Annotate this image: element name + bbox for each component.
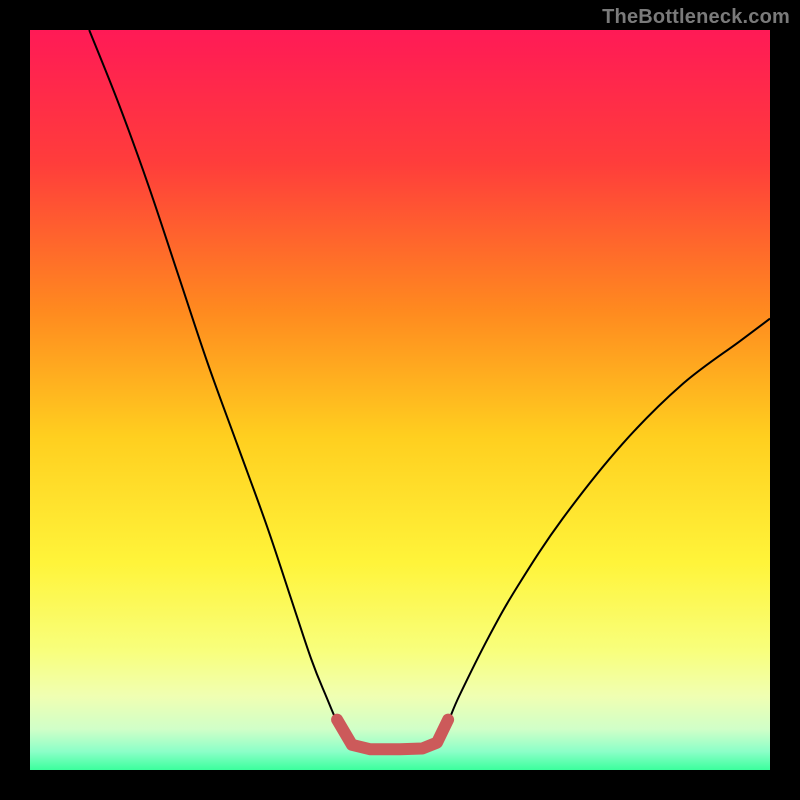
watermark-text: TheBottleneck.com	[602, 6, 790, 29]
chart-canvas: TheBottleneck.com	[0, 0, 800, 800]
chart-svg	[0, 0, 800, 800]
